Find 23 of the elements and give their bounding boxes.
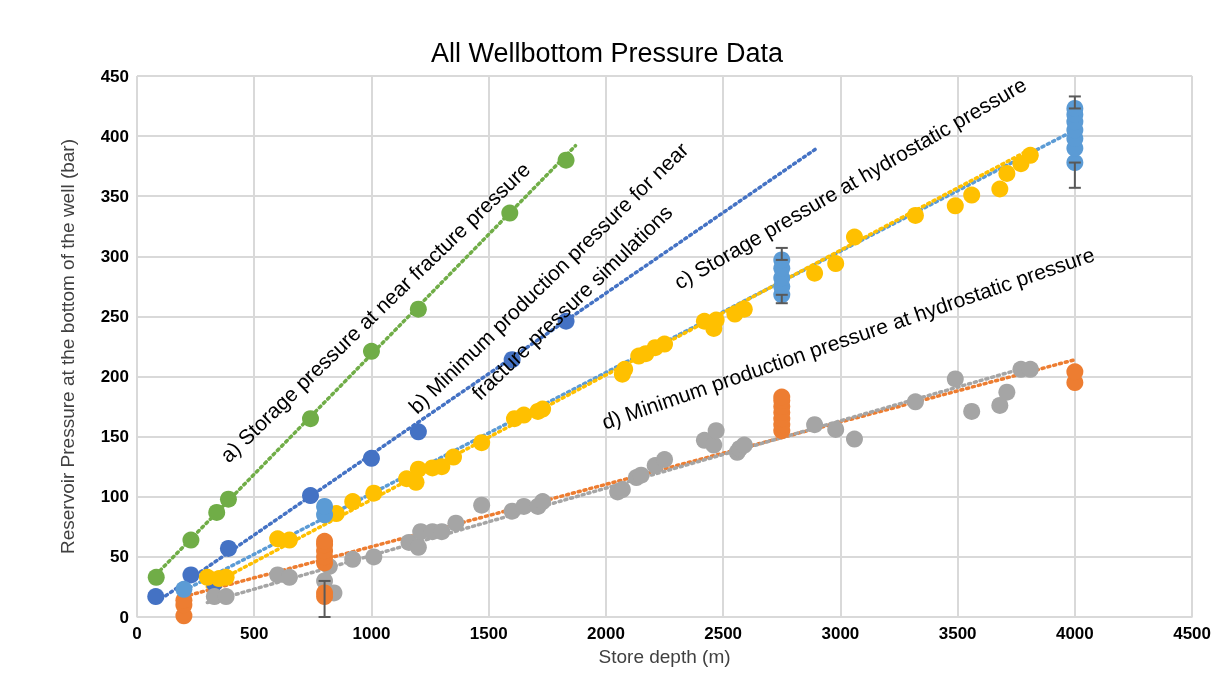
y-axis-title: Reservoir Pressure at the bottom of the well (bar)	[57, 138, 78, 555]
y-tick-label: 250	[100, 306, 129, 326]
x-tick-label: 2000	[587, 624, 625, 643]
chart-title: All Wellbottom Pressure Data	[430, 37, 785, 68]
x-tick-label: 500	[240, 624, 269, 643]
y-tick-label: 350	[100, 186, 129, 206]
x-tick-label: 4500	[1173, 624, 1211, 643]
x-tick-label: 3500	[938, 624, 977, 643]
y-tick-label: 0	[119, 607, 129, 627]
x-tick-label: 0	[132, 624, 142, 643]
y-tick-label: 100	[100, 487, 129, 507]
x-axis-title: Store depth (m)	[598, 646, 731, 667]
y-tick-label: 150	[100, 427, 129, 447]
x-tick-label: 1000	[352, 624, 391, 643]
y-tick-label: 400	[100, 126, 129, 146]
x-tick-label: 3000	[821, 624, 860, 643]
x-tick-label: 4000	[1055, 624, 1094, 643]
x-tick-label: 1500	[469, 624, 508, 643]
y-tick-label: 50	[110, 547, 129, 567]
x-tick-label: 2500	[704, 624, 743, 643]
y-tick-label: 200	[100, 367, 129, 387]
y-tick-label: 300	[100, 246, 129, 266]
y-tick-label: 450	[100, 66, 129, 86]
